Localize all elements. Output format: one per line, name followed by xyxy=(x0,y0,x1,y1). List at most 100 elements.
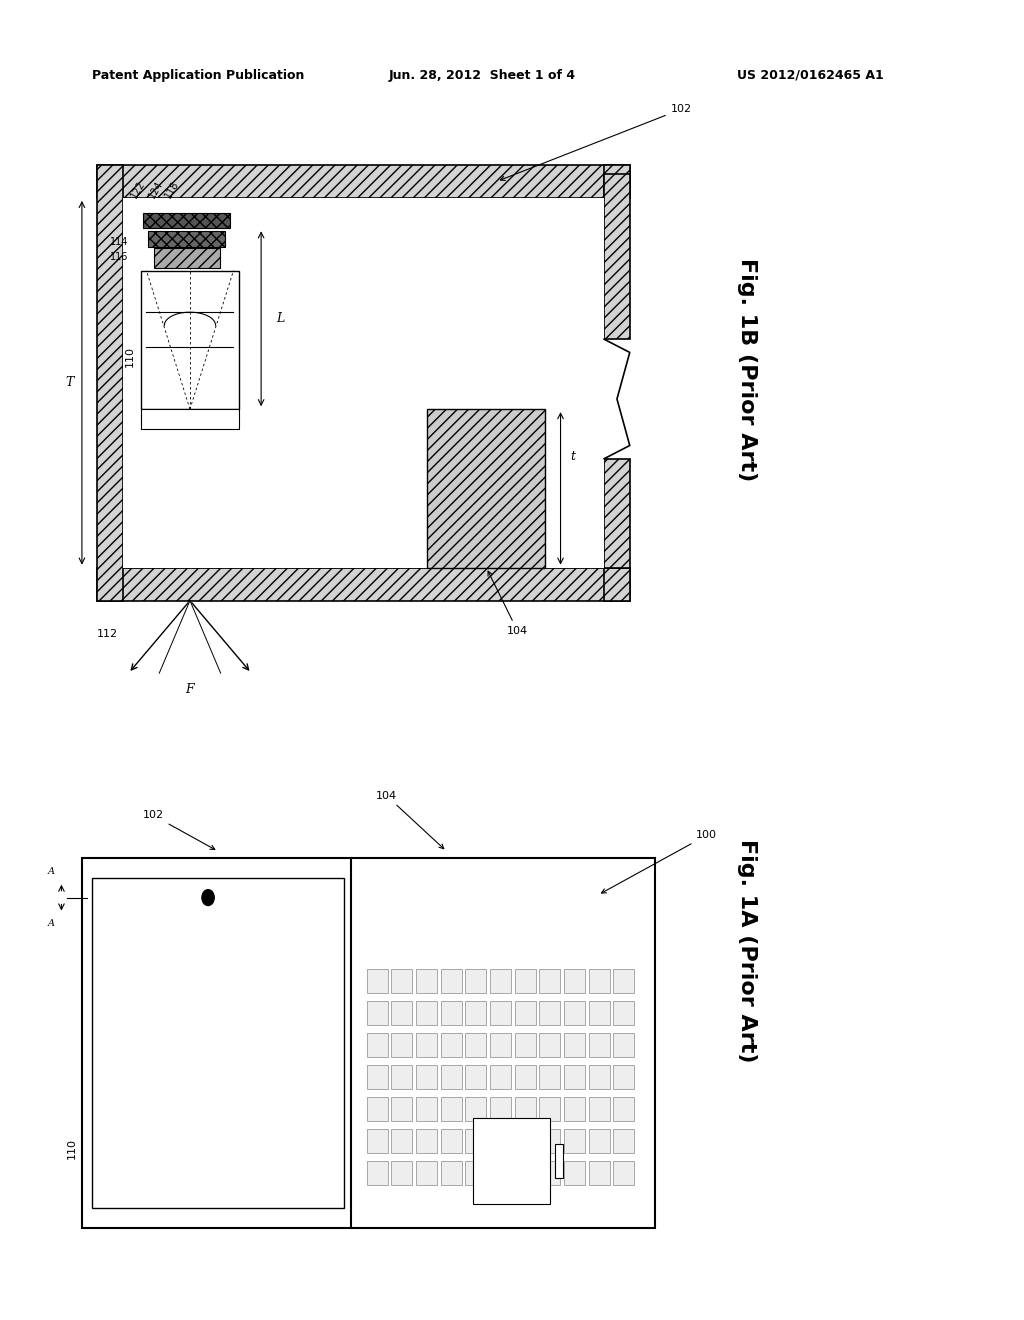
Bar xyxy=(367,1129,388,1154)
Bar xyxy=(515,1162,536,1185)
Bar xyxy=(540,1034,560,1057)
Bar xyxy=(97,165,123,601)
Text: L: L xyxy=(276,313,285,325)
Bar xyxy=(613,1001,634,1026)
Bar xyxy=(440,1129,462,1154)
Text: 116: 116 xyxy=(110,252,128,263)
Bar xyxy=(143,213,230,228)
Text: 110: 110 xyxy=(67,1138,77,1159)
Bar xyxy=(82,858,655,1228)
Bar xyxy=(391,1001,413,1026)
Bar xyxy=(540,1162,560,1185)
Bar xyxy=(490,1001,511,1026)
Text: 110: 110 xyxy=(125,346,135,367)
Bar xyxy=(416,1097,437,1121)
Bar xyxy=(473,1118,550,1204)
Bar xyxy=(440,1034,462,1057)
Bar xyxy=(97,165,630,198)
Bar xyxy=(391,1097,413,1121)
Bar xyxy=(440,1162,462,1185)
Text: Jun. 28, 2012  Sheet 1 of 4: Jun. 28, 2012 Sheet 1 of 4 xyxy=(389,69,577,82)
Bar xyxy=(490,1097,511,1121)
Bar xyxy=(604,165,630,198)
Bar xyxy=(490,1129,511,1154)
Bar xyxy=(540,1065,560,1089)
Bar xyxy=(148,231,225,247)
Text: 122: 122 xyxy=(129,180,147,201)
Bar xyxy=(367,969,388,993)
Bar xyxy=(391,1034,413,1057)
Bar xyxy=(613,1097,634,1121)
Bar xyxy=(123,198,604,568)
Bar xyxy=(564,1097,585,1121)
Bar xyxy=(367,1065,388,1089)
Bar xyxy=(589,1001,609,1026)
Bar xyxy=(490,1034,511,1057)
Text: F: F xyxy=(185,682,195,696)
Bar xyxy=(154,248,220,268)
Bar xyxy=(613,1034,634,1057)
Bar xyxy=(440,1097,462,1121)
Bar xyxy=(490,1065,511,1089)
Bar xyxy=(141,409,239,429)
Bar xyxy=(367,1001,388,1026)
Bar xyxy=(515,969,536,993)
Bar xyxy=(564,969,585,993)
Text: T: T xyxy=(66,376,74,389)
Bar xyxy=(440,1001,462,1026)
Bar xyxy=(465,1097,486,1121)
Bar xyxy=(613,1129,634,1154)
Text: 104: 104 xyxy=(488,572,528,636)
Bar xyxy=(589,1034,609,1057)
Text: 124: 124 xyxy=(146,180,165,201)
Bar xyxy=(440,1065,462,1089)
Text: t: t xyxy=(570,450,575,463)
Bar xyxy=(427,409,545,568)
Bar xyxy=(465,1001,486,1026)
Bar xyxy=(564,1001,585,1026)
Bar xyxy=(540,1129,560,1154)
Bar xyxy=(564,1162,585,1185)
Bar xyxy=(604,174,630,339)
Bar xyxy=(589,1065,609,1089)
Bar xyxy=(613,1065,634,1089)
Bar xyxy=(515,1129,536,1154)
Bar xyxy=(465,1034,486,1057)
Bar xyxy=(367,1034,388,1057)
Text: A: A xyxy=(48,919,54,928)
Bar xyxy=(490,969,511,993)
Bar xyxy=(416,1001,437,1026)
Bar xyxy=(540,1097,560,1121)
Bar xyxy=(440,969,462,993)
Text: Fig. 1B (Prior Art): Fig. 1B (Prior Art) xyxy=(737,257,758,482)
Circle shape xyxy=(202,890,214,906)
Bar xyxy=(391,1129,413,1154)
Text: Fig. 1A (Prior Art): Fig. 1A (Prior Art) xyxy=(737,838,758,1063)
Bar xyxy=(564,1129,585,1154)
Text: A: A xyxy=(48,867,54,876)
Bar xyxy=(589,1162,609,1185)
Text: 102: 102 xyxy=(501,104,692,181)
Text: 104: 104 xyxy=(376,791,443,849)
Bar xyxy=(604,458,630,568)
Bar xyxy=(515,1034,536,1057)
Bar xyxy=(515,1065,536,1089)
Bar xyxy=(97,568,630,601)
Text: US 2012/0162465 A1: US 2012/0162465 A1 xyxy=(737,69,884,82)
Text: 100: 100 xyxy=(601,830,718,894)
Bar xyxy=(555,1143,563,1177)
Bar xyxy=(141,271,239,409)
Bar xyxy=(367,1097,388,1121)
Bar xyxy=(515,1001,536,1026)
Bar xyxy=(613,969,634,993)
Bar xyxy=(416,1065,437,1089)
Bar xyxy=(589,969,609,993)
Bar xyxy=(613,1162,634,1185)
Bar xyxy=(465,1065,486,1089)
Bar xyxy=(416,1034,437,1057)
Bar xyxy=(416,1129,437,1154)
Bar xyxy=(589,1129,609,1154)
Bar xyxy=(589,1097,609,1121)
Bar xyxy=(540,969,560,993)
Bar xyxy=(515,1097,536,1121)
